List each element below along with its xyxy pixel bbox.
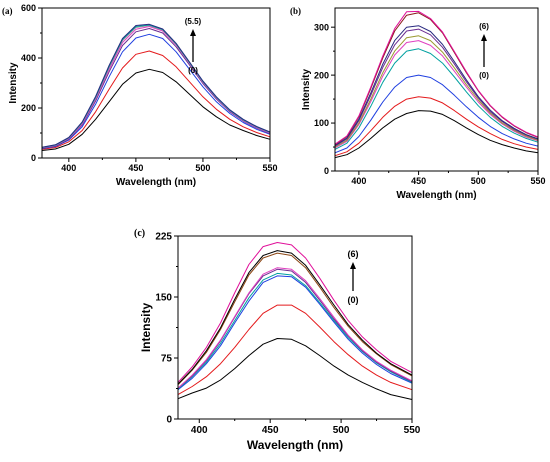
annotation-top: (5.5): [185, 17, 202, 26]
series-line-1: [41, 50, 271, 150]
series-line-7: [177, 250, 413, 385]
panel-label: (c): [134, 228, 145, 239]
annotation-bottom: (0): [479, 71, 489, 80]
y-tick-label: 0: [166, 415, 172, 426]
annotation-top: (6): [479, 22, 489, 31]
y-tick-label: 225: [155, 232, 172, 243]
panel-label: (b): [290, 6, 301, 16]
x-tick-label: 500: [471, 176, 486, 186]
series-line-5: [334, 35, 539, 148]
y-tick-label: 0: [324, 166, 329, 176]
arrow-head-icon: [481, 34, 487, 41]
series-line-2: [334, 74, 539, 154]
series-line-6: [334, 28, 539, 147]
panel-label: (a): [2, 6, 13, 16]
x-tick-label: 450: [411, 176, 426, 186]
arrow-head-icon: [190, 29, 196, 36]
x-axis-title: Wavelength (nm): [396, 190, 476, 201]
x-tick-label: 400: [351, 176, 366, 186]
plot-frame: [334, 7, 539, 172]
y-tick-label: 300: [314, 22, 329, 32]
x-axis-title: Wavelength (nm): [247, 438, 343, 452]
arrow-head-icon: [350, 262, 356, 269]
x-tick-label: 550: [530, 176, 545, 186]
panel-a: (a) 400 450 500 550 0 200 400 600 Wavelength (nm)…: [2, 3, 278, 188]
series-line-6: [177, 252, 413, 386]
y-tick-label: 200: [314, 70, 329, 80]
series-line-2: [177, 275, 413, 391]
x-tick-label: 450: [128, 163, 143, 173]
y-tick-label: 0: [31, 153, 36, 163]
y-axis-title: Intensity: [139, 303, 153, 353]
series-line-0: [177, 338, 413, 400]
panel-c: (c) 400 450 500 550 0 75 150 225 Wavelength (nm) I…: [134, 228, 421, 452]
x-tick-label: 500: [195, 163, 210, 173]
series-line-3: [41, 28, 271, 149]
x-tick-label: 550: [404, 425, 421, 436]
x-tick-label: 400: [191, 425, 208, 436]
series-line-1: [177, 304, 413, 396]
x-tick-label: 450: [262, 425, 279, 436]
annotation-top: (6): [348, 249, 359, 259]
series-line-7: [41, 23, 271, 148]
y-tick-label: 150: [155, 293, 172, 304]
x-tick-label: 550: [262, 163, 277, 173]
y-tick-label: 200: [21, 103, 36, 113]
series-line-2: [41, 33, 271, 149]
y-tick-label: 400: [21, 53, 36, 63]
x-tick-label: 400: [61, 163, 76, 173]
series-line-0: [334, 110, 539, 159]
y-tick-label: 100: [314, 118, 329, 128]
panel-b: (b) 400 450 500 550 0 100 200 300 Wavelength (nm)…: [290, 6, 546, 201]
annotation-bottom: (0): [188, 66, 198, 75]
y-tick-label: 600: [21, 3, 36, 13]
y-axis-title: Intensity: [301, 69, 312, 111]
y-axis-title: Intensity: [8, 62, 19, 104]
series-line-3: [177, 272, 413, 390]
annotation-bottom: (0): [348, 295, 359, 305]
series-line-0: [41, 68, 271, 151]
series-line-8: [177, 242, 413, 383]
series-line-7: [334, 25, 539, 147]
series-line-3: [334, 48, 539, 150]
series-line-9: [334, 10, 539, 145]
series-line-4: [334, 40, 539, 149]
x-tick-label: 500: [333, 425, 350, 436]
y-tick-label: 75: [161, 354, 173, 365]
plot-frame: [177, 235, 413, 420]
series-line-1: [334, 96, 539, 157]
series-line-5: [177, 267, 413, 389]
x-axis-title: Wavelength (nm): [116, 177, 196, 188]
